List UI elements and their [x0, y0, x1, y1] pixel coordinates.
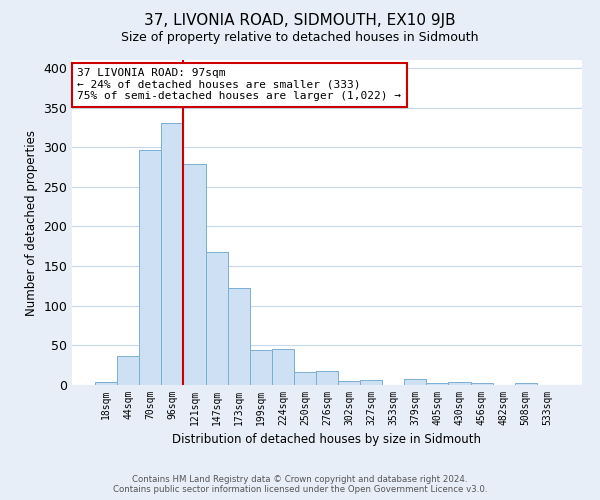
Bar: [184, 164, 206, 385]
Bar: [316, 370, 338, 385]
Text: 37 LIVONIA ROAD: 97sqm
← 24% of detached houses are smaller (333)
75% of semi-de: 37 LIVONIA ROAD: 97sqm ← 24% of detached…: [77, 68, 401, 102]
Bar: [515, 382, 537, 385]
Bar: [272, 348, 294, 385]
Bar: [427, 382, 448, 385]
Bar: [161, 124, 184, 385]
Text: Size of property relative to detached houses in Sidmouth: Size of property relative to detached ho…: [121, 31, 479, 44]
Bar: [206, 252, 227, 385]
Bar: [448, 382, 470, 385]
Bar: [250, 350, 272, 385]
Text: 37, LIVONIA ROAD, SIDMOUTH, EX10 9JB: 37, LIVONIA ROAD, SIDMOUTH, EX10 9JB: [144, 12, 456, 28]
Bar: [470, 384, 493, 385]
Text: Contains HM Land Registry data © Crown copyright and database right 2024.
Contai: Contains HM Land Registry data © Crown c…: [113, 474, 487, 494]
Bar: [139, 150, 161, 385]
Bar: [117, 356, 139, 385]
Bar: [227, 288, 250, 385]
Bar: [338, 381, 360, 385]
Y-axis label: Number of detached properties: Number of detached properties: [25, 130, 38, 316]
Bar: [404, 380, 427, 385]
Bar: [95, 382, 117, 385]
Bar: [294, 372, 316, 385]
X-axis label: Distribution of detached houses by size in Sidmouth: Distribution of detached houses by size …: [173, 434, 482, 446]
Bar: [360, 380, 382, 385]
